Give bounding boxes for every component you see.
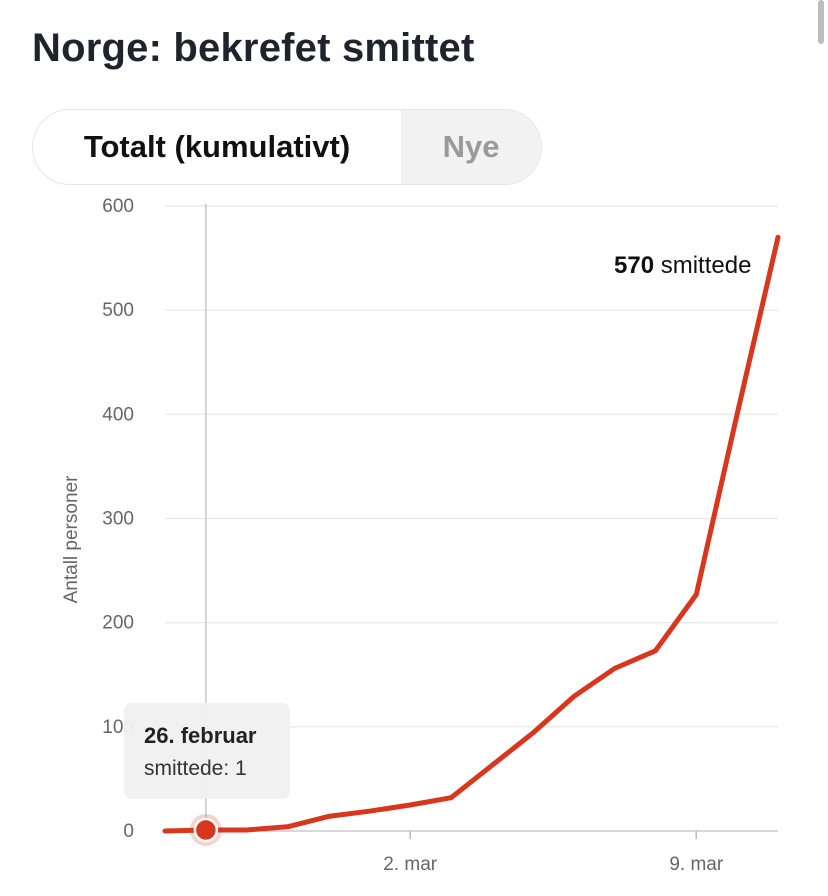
x-tick-label: 2. mar bbox=[383, 854, 438, 875]
y-tick-label: 500 bbox=[102, 300, 134, 321]
y-tick-label: 300 bbox=[102, 509, 134, 530]
scrollbar[interactable] bbox=[818, 0, 824, 44]
hover-point bbox=[193, 817, 219, 843]
chart-tooltip: 26. februar smittede: 1 bbox=[124, 703, 290, 799]
x-tick-label: 9. mar bbox=[669, 854, 724, 875]
tab-new[interactable]: Nye bbox=[401, 110, 541, 184]
y-tick-label: 400 bbox=[102, 404, 134, 425]
view-toggle: Totalt (kumulativt) Nye bbox=[32, 109, 542, 185]
latest-value: 570 bbox=[614, 252, 655, 279]
y-tick-label: 600 bbox=[102, 196, 134, 217]
series-line bbox=[162, 234, 781, 834]
y-axis-label: Antall personer bbox=[61, 475, 82, 603]
y-tick-label: 0 bbox=[123, 821, 134, 842]
latest-value-label: smittede bbox=[660, 252, 752, 279]
y-tick-label: 200 bbox=[102, 613, 134, 634]
tooltip-value: smittede: 1 bbox=[144, 757, 247, 780]
tooltip-date: 26. februar bbox=[144, 723, 257, 748]
tab-cumulative[interactable]: Totalt (kumulativt) bbox=[33, 110, 401, 184]
latest-value-annotation: 570 smittede bbox=[614, 252, 751, 280]
page-title: Norge: bekrefet smittet bbox=[32, 26, 475, 70]
